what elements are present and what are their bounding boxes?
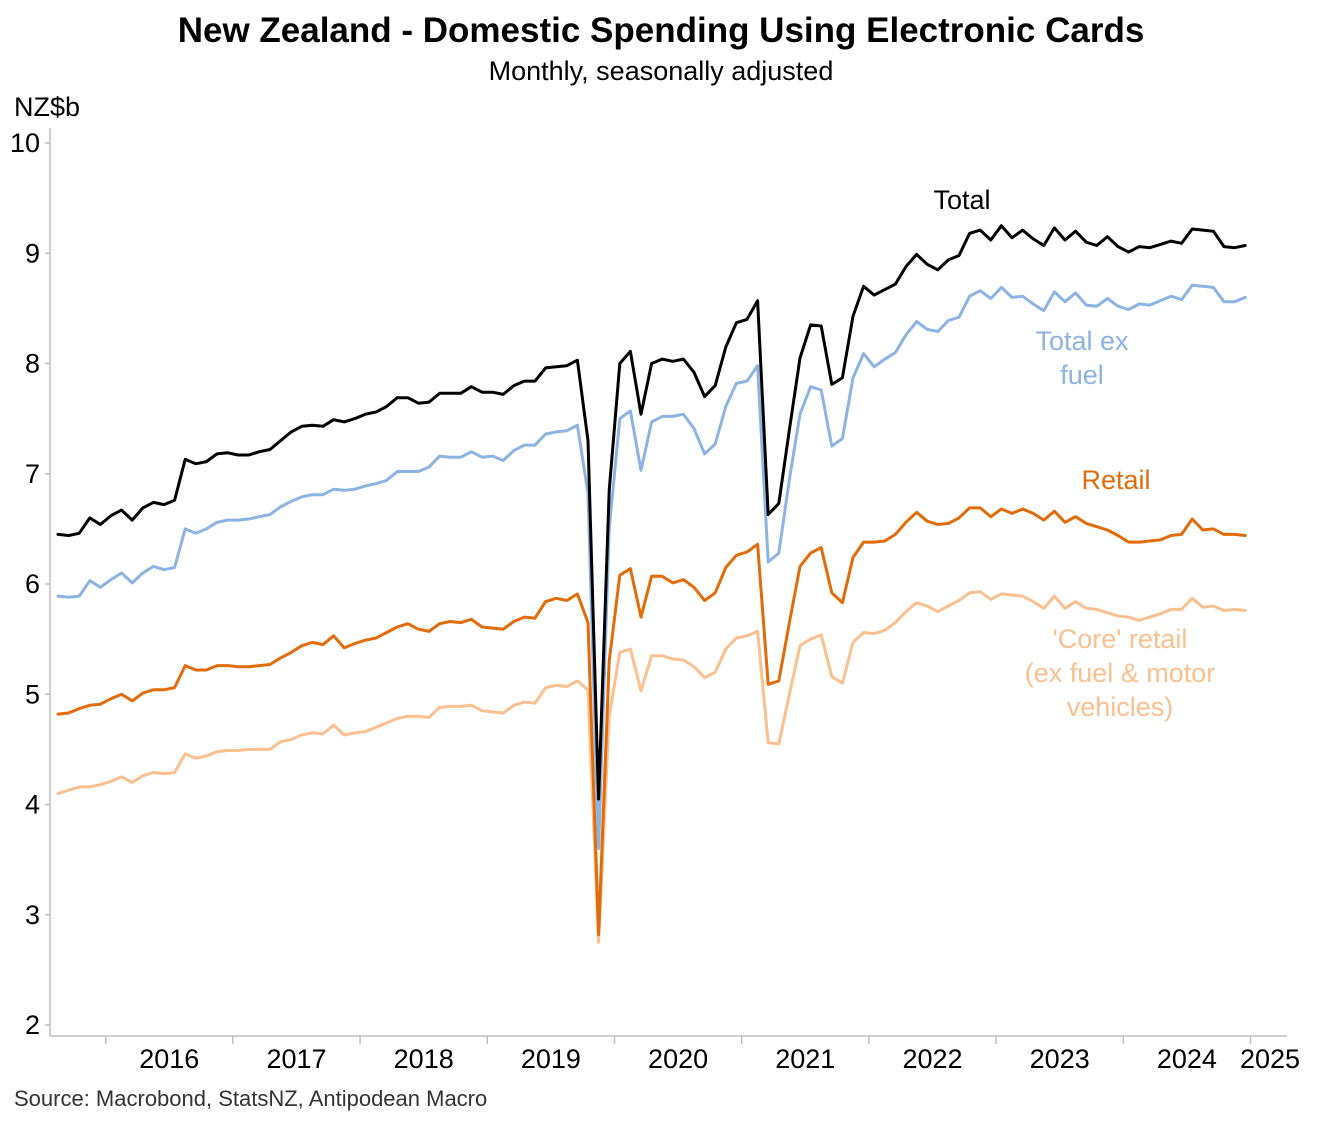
- x-tick-label: 2017: [266, 1044, 326, 1074]
- x-tick-label: 2019: [521, 1044, 581, 1074]
- total-line: [56, 224, 1247, 801]
- y-tick-label: 5: [25, 679, 40, 709]
- total-ex-fuel-line: [56, 283, 1247, 851]
- series-lines: [56, 224, 1247, 944]
- x-tick-label: 2024: [1157, 1044, 1217, 1074]
- x-tick-label: 2025: [1240, 1044, 1300, 1074]
- y-axis-ticks: 2 3 4 5 6 7 8 9 10: [10, 128, 50, 1040]
- x-tick-label: 2021: [775, 1044, 835, 1074]
- y-tick-label: 7: [25, 459, 40, 489]
- y-tick-label: 8: [25, 349, 40, 379]
- series-labels: Total Total ex fuel Retail 'Core' retail (ex …: [933, 185, 1215, 722]
- total-label: Total: [933, 185, 990, 215]
- chart-subtitle: Monthly, seasonally adjusted: [489, 56, 834, 86]
- y-tick-label: 3: [25, 900, 40, 930]
- source-note: Source: Macrobond, StatsNZ, Antipodean M…: [14, 1086, 487, 1111]
- chart-title: New Zealand - Domestic Spending Using El…: [178, 11, 1145, 50]
- y-tick-label: 4: [25, 790, 40, 820]
- core-retail-line: [56, 590, 1247, 944]
- retail-line: [56, 506, 1247, 937]
- y-axis-unit-label: NZ$b: [14, 92, 80, 122]
- x-axis-ticks: 2016 2017 2018 2019 2020 2021 2022 2023 2024 2025: [104, 1036, 1300, 1074]
- x-tick-label: 2020: [648, 1044, 708, 1074]
- x-tick-label: 2022: [902, 1044, 962, 1074]
- core-retail-label: 'Core' retail (ex fuel & motor vehicles): [1025, 624, 1216, 722]
- x-tick-label: 2018: [394, 1044, 454, 1074]
- y-tick-label: 2: [25, 1010, 40, 1040]
- y-tick-label: 10: [10, 128, 40, 158]
- x-tick-label: 2023: [1030, 1044, 1090, 1074]
- total-ex-fuel-label: Total ex fuel: [1035, 326, 1129, 390]
- retail-label: Retail: [1081, 465, 1150, 495]
- x-tick-label: 2016: [139, 1044, 199, 1074]
- y-tick-label: 6: [25, 569, 40, 599]
- y-tick-label: 9: [25, 238, 40, 268]
- axes: [49, 128, 1287, 1037]
